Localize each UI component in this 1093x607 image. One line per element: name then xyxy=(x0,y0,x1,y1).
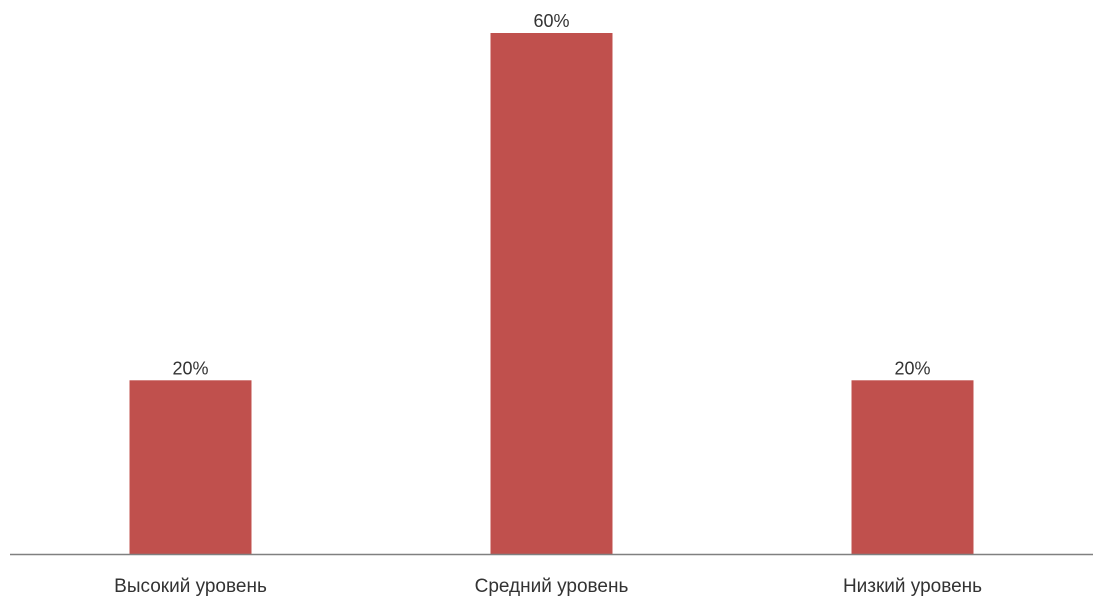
bar-2 xyxy=(490,33,613,554)
category-label-3: Низкий уровень xyxy=(843,576,982,597)
bar-3 xyxy=(851,380,974,554)
data-label-1: 20% xyxy=(172,358,208,378)
bars-layer xyxy=(129,33,974,554)
bar-1 xyxy=(129,380,252,554)
category-label-2: Средний уровень xyxy=(475,576,629,597)
data-label-2: 60% xyxy=(533,11,569,31)
data-labels-layer: 20% 60% 20% xyxy=(172,11,930,378)
category-label-1: Высокий уровень xyxy=(114,576,267,597)
data-label-3: 20% xyxy=(894,358,930,378)
category-labels-layer: Высокий уровень Средний уровень Низкий уро… xyxy=(114,576,982,597)
